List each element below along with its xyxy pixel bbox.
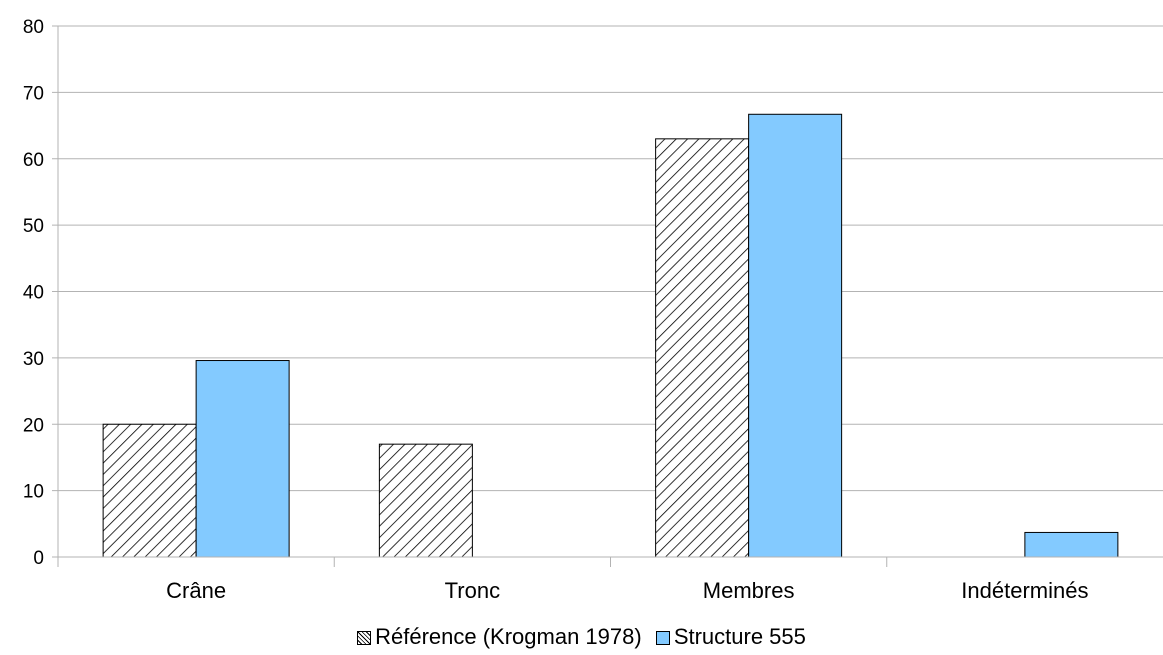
legend-item-reference: Référence (Krogman 1978) [357,624,642,650]
x-tick-label-2: Membres [703,578,795,603]
y-tick-label-0: 0 [33,548,44,569]
y-tick-label-50: 50 [23,216,44,237]
y-tick-label-30: 30 [23,349,44,370]
legend-label-structure: Structure 555 [673,624,806,649]
legend-item-structure: Structure 555 [655,624,806,650]
y-tick-label-60: 60 [23,150,44,171]
bar-reference-1 [378,443,473,558]
y-tick-label-10: 10 [23,482,44,503]
y-tick-label-70: 70 [23,83,44,104]
bar-structure-0 [195,360,290,558]
legend-label-reference: Référence (Krogman 1978) [375,624,642,649]
legend: Référence (Krogman 1978) Structure 555 [0,624,1163,650]
y-tick-label-40: 40 [23,283,44,304]
bar-structure-2 [748,113,843,558]
x-tick-label-3: Indéterminés [961,578,1088,603]
chart-canvas: 0 10 20 30 40 50 60 70 80 Crâne Tronc Membres Indéte… [23,17,1163,603]
x-tick-label-1: Tronc [445,578,500,603]
bar-reference-2 [655,138,750,558]
legend-swatch-structure [655,631,670,645]
y-tick-label-80: 80 [23,17,44,38]
bar-structure-3 [1024,531,1119,558]
y-tick-label-20: 20 [23,415,44,436]
bar-reference-0 [102,423,197,558]
x-tick-label-0: Crâne [166,578,226,603]
legend-swatch-reference [357,631,372,645]
